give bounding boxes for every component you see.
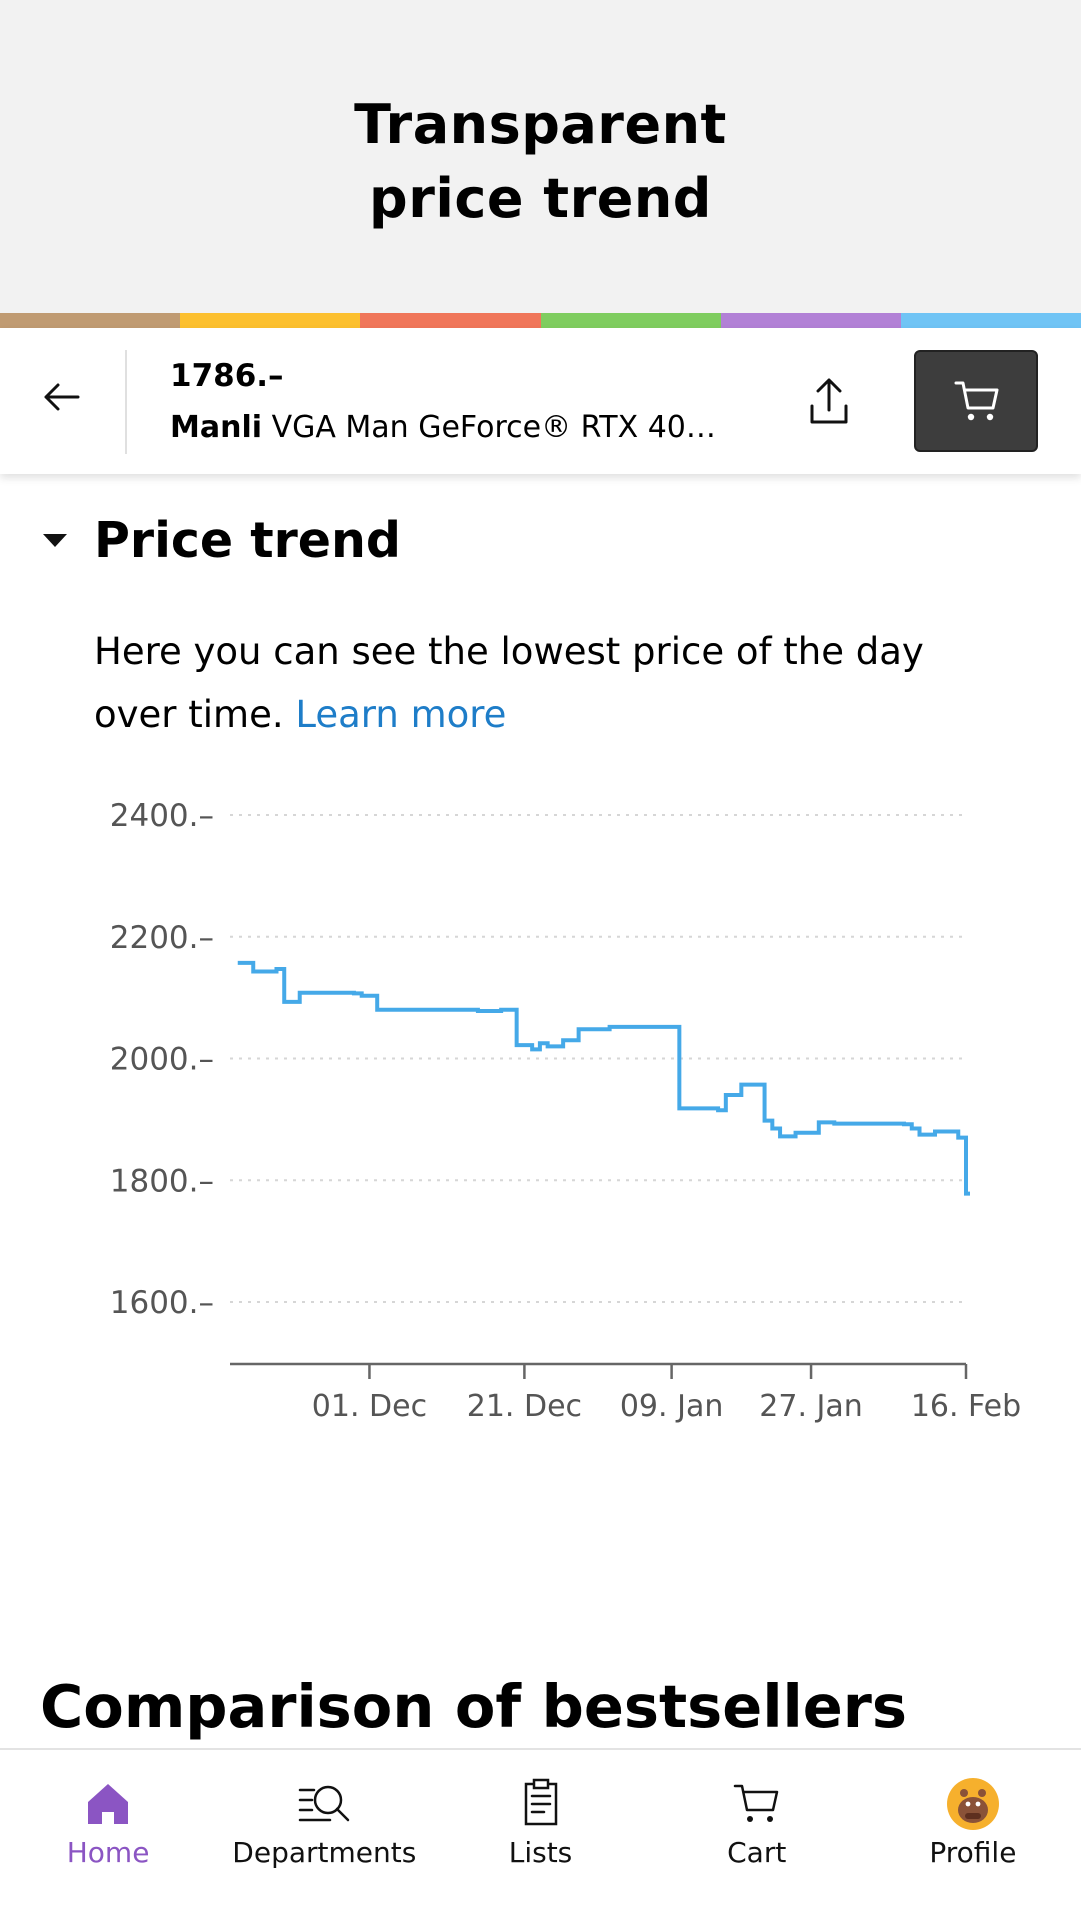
avatar-icon	[946, 1778, 999, 1830]
color-strip-segment	[180, 313, 361, 328]
cart-icon	[733, 1784, 778, 1822]
product-price: 1786.–	[170, 358, 284, 394]
x-tick-label: 27. Jan	[759, 1389, 863, 1424]
price-trend-heading: Price trend	[94, 511, 401, 569]
nav-item-profile[interactable]: Profile	[865, 1750, 1081, 1920]
x-tick-label: 21. Dec	[467, 1389, 582, 1424]
caret-down-icon	[43, 534, 67, 547]
arrow-left-icon	[44, 383, 80, 411]
price-trend-chart: 2400.– 2200.– 2000.– 1800.– 1600.– 01. Dec 21.…	[110, 798, 1021, 1424]
nav-item-departments[interactable]: Departments	[216, 1750, 432, 1920]
nav-label: Lists	[508, 1836, 573, 1869]
y-tick-label: 2200.–	[110, 920, 214, 956]
hero-title-line-2: price trend	[369, 167, 712, 230]
comparison-heading: Comparison of bestsellers	[40, 1672, 907, 1741]
nav-item-lists[interactable]: Lists	[432, 1750, 648, 1920]
nav-label: Home	[66, 1836, 150, 1869]
product-brand: Manli	[170, 410, 263, 445]
home-icon	[88, 1784, 129, 1824]
product-title: VGA Man GeForce® RTX 40…	[271, 410, 716, 445]
x-tick-label: 16. Feb	[911, 1389, 1021, 1424]
divider	[125, 350, 127, 454]
nav-label: Cart	[727, 1836, 787, 1869]
product-header-bar: 1786.– Manli VGA Man GeForce® RTX 40…	[0, 328, 1081, 474]
y-tick-label: 1800.–	[110, 1163, 214, 1199]
color-strip-segment	[540, 313, 721, 328]
price-trend-toggle[interactable]: Price trend	[40, 505, 401, 575]
y-tick-label: 2400.–	[110, 798, 214, 834]
price-series-line	[237, 960, 970, 1196]
hero-title-line-1: Transparent	[354, 93, 727, 156]
color-strip-segment	[360, 313, 541, 328]
color-strip-segment	[0, 313, 181, 328]
color-strip-segment	[900, 313, 1081, 328]
color-strip-segment	[720, 313, 901, 328]
departments-search-icon	[299, 1785, 350, 1822]
x-tick-label: 09. Jan	[620, 1389, 724, 1424]
clipboard-list-icon	[524, 1778, 557, 1826]
nav-item-cart[interactable]: Cart	[649, 1750, 865, 1920]
back-button[interactable]	[30, 364, 96, 430]
hero-banner: Transparent price trend	[0, 0, 1081, 313]
brand-color-strip	[0, 313, 1081, 328]
add-to-cart-button[interactable]	[914, 350, 1038, 452]
hero-title: Transparent price trend	[0, 88, 1081, 236]
product-name[interactable]: Manli VGA Man GeForce® RTX 40…	[170, 410, 740, 445]
learn-more-link[interactable]: Learn more	[295, 693, 507, 736]
share-icon	[810, 378, 848, 424]
nav-item-home[interactable]: Home	[0, 1750, 216, 1920]
share-button[interactable]	[796, 368, 862, 434]
cart-icon	[954, 381, 999, 421]
price-trend-intro: Here you can see the lowest price of the…	[94, 620, 994, 746]
intro-text: Here you can see the lowest price of the…	[94, 630, 924, 736]
y-tick-label: 1600.–	[110, 1285, 214, 1321]
nav-label: Departments	[232, 1836, 417, 1869]
nav-label: Profile	[929, 1836, 1017, 1869]
y-tick-label: 2000.–	[110, 1042, 214, 1078]
x-tick-label: 01. Dec	[312, 1389, 427, 1424]
bottom-navigation: Home Departments Lists Cart	[0, 1748, 1081, 1920]
